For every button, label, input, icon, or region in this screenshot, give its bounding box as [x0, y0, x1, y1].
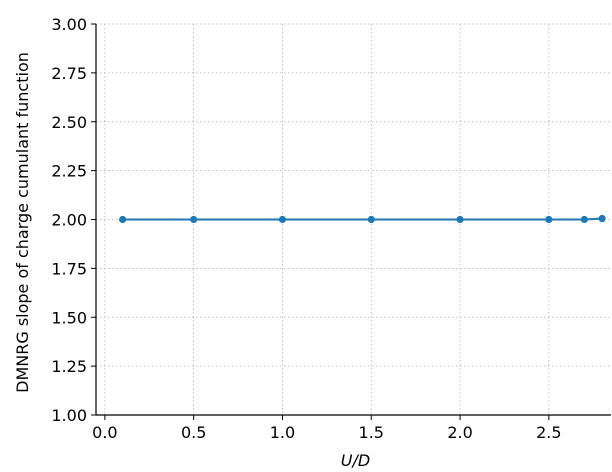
data-point-7 — [598, 214, 606, 223]
data-point-1 — [190, 215, 198, 224]
y-tick-label-1: 1.25 — [51, 357, 87, 376]
x-tick-label-2: 1.0 — [270, 423, 295, 442]
x-tick-label-1: 0.5 — [181, 423, 206, 442]
x-axis-label: U/D — [341, 451, 370, 470]
y-tick-label-8: 3.00 — [51, 15, 87, 34]
y-tick-label-7: 2.75 — [51, 64, 87, 83]
y-tick-label-2: 1.50 — [51, 308, 87, 327]
y-tick-label-4: 2.00 — [51, 211, 87, 230]
x-tick-label-4: 2.0 — [447, 423, 472, 442]
x-tick-label-0: 0.0 — [92, 423, 117, 442]
y-axis-label: DMNRG slope of charge cumulant function — [13, 52, 32, 393]
y-tick-label-6: 2.50 — [51, 113, 87, 132]
y-tick-label-5: 2.25 — [51, 162, 87, 181]
series-line-0 — [122, 217, 603, 221]
data-point-3 — [367, 215, 375, 224]
data-point-4 — [456, 215, 464, 224]
data-point-5 — [545, 215, 553, 224]
x-tick-label-3: 1.5 — [359, 423, 384, 442]
data-point-0 — [119, 215, 127, 224]
x-tick-label-5: 2.5 — [536, 423, 561, 442]
data-point-2 — [278, 215, 287, 224]
ticks: 0.0 0.5 1.0 1.5 2.0 2.5 1.00 1.25 1.50 1.75 2.00 2.… — [51, 15, 561, 442]
data-point-6 — [580, 215, 588, 224]
y-tick-label-3: 1.75 — [51, 259, 87, 278]
y-tick-label-0: 1.00 — [51, 406, 87, 425]
series-layer — [119, 214, 606, 224]
